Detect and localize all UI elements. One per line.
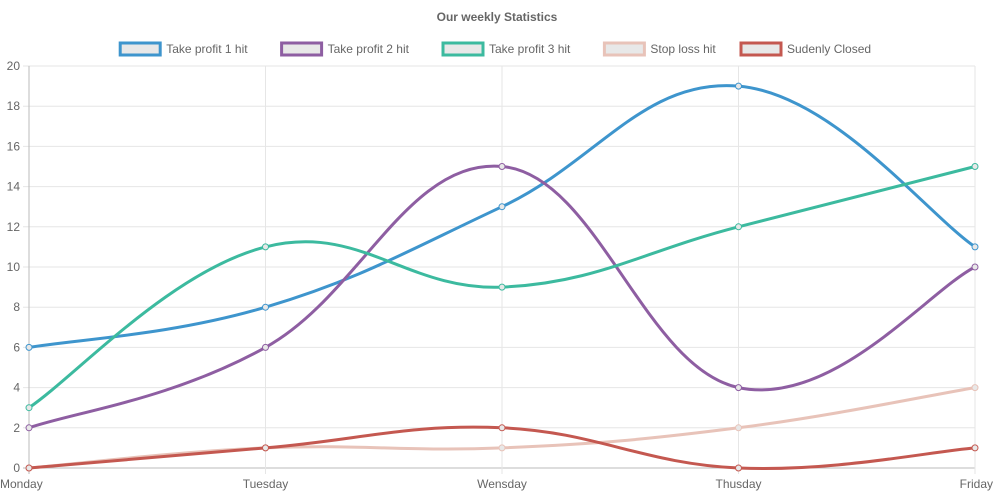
series-group [25,82,979,351]
series-group [25,163,979,432]
data-point[interactable] [735,82,742,90]
y-tick-label: 2 [13,421,20,435]
legend-swatch [739,41,783,57]
data-point[interactable] [25,343,33,351]
data-point[interactable] [735,424,742,432]
data-point[interactable] [262,303,269,311]
legend-label: Take profit 1 hit [166,42,248,56]
x-tick-label: Monday [0,477,43,491]
y-tick-label: 0 [13,461,20,475]
legend-item[interactable]: Take profit 3 hit [441,41,571,57]
data-point[interactable] [498,163,506,170]
legend-label: Take profit 3 hit [489,42,571,56]
legend-item[interactable]: Take profit 1 hit [118,41,248,57]
data-point[interactable] [262,343,269,351]
data-point[interactable] [25,464,33,472]
data-point[interactable] [498,444,506,452]
series-group [25,424,979,472]
data-point[interactable] [971,444,979,452]
data-point[interactable] [498,203,506,211]
data-point[interactable] [971,263,979,271]
x-tick-label: Thusday [715,477,761,491]
series-group [25,163,979,412]
data-point[interactable] [971,384,979,392]
series-layer [25,82,979,472]
grid-lines [23,65,976,474]
x-tick-label: Friday [960,477,993,491]
legend-item[interactable]: Take profit 2 hit [280,41,410,57]
y-tick-label: 20 [7,59,21,73]
y-tick-label: 8 [13,300,20,314]
axes: 0 2 4 6 8 10 12 14 16 18 20 Monday Tuesday Wensday Thu… [0,59,993,491]
legend-label: Sudenly Closed [787,42,871,56]
data-point[interactable] [735,384,742,392]
y-tick-label: 14 [7,180,21,194]
legend-item[interactable]: Stop loss hit [602,41,716,57]
data-point[interactable] [262,243,269,251]
legend-label: Stop loss hit [650,42,716,56]
series-line [28,84,976,349]
x-tick-label: Wensday [477,477,527,491]
legend-swatch [441,41,485,57]
y-tick-label: 18 [7,99,21,113]
data-point[interactable] [25,424,33,432]
data-point[interactable] [971,163,979,170]
legend-swatch [602,41,646,57]
y-tick-label: 16 [7,139,21,153]
y-tick-label: 4 [13,381,20,395]
data-point[interactable] [498,424,506,432]
legend-swatch [280,41,324,57]
data-point[interactable] [971,243,979,251]
chart-title: Our weekly Statistics [437,10,558,24]
data-point[interactable] [25,404,33,412]
data-point[interactable] [735,223,742,231]
y-tick-label: 10 [7,260,21,274]
series-line [28,164,976,430]
y-tick-label: 12 [7,220,21,234]
series-line [28,165,976,409]
data-point[interactable] [735,464,742,472]
y-tick-label: 6 [13,340,20,354]
legend-item[interactable]: Sudenly Closed [739,41,871,57]
x-tick-label: Tuesday [243,477,289,491]
legend: Take profit 1 hit Take profit 2 hit Take p… [118,41,871,57]
legend-swatch [118,41,162,57]
data-point[interactable] [498,283,506,291]
legend-label: Take profit 2 hit [328,42,410,56]
data-point[interactable] [262,444,269,452]
